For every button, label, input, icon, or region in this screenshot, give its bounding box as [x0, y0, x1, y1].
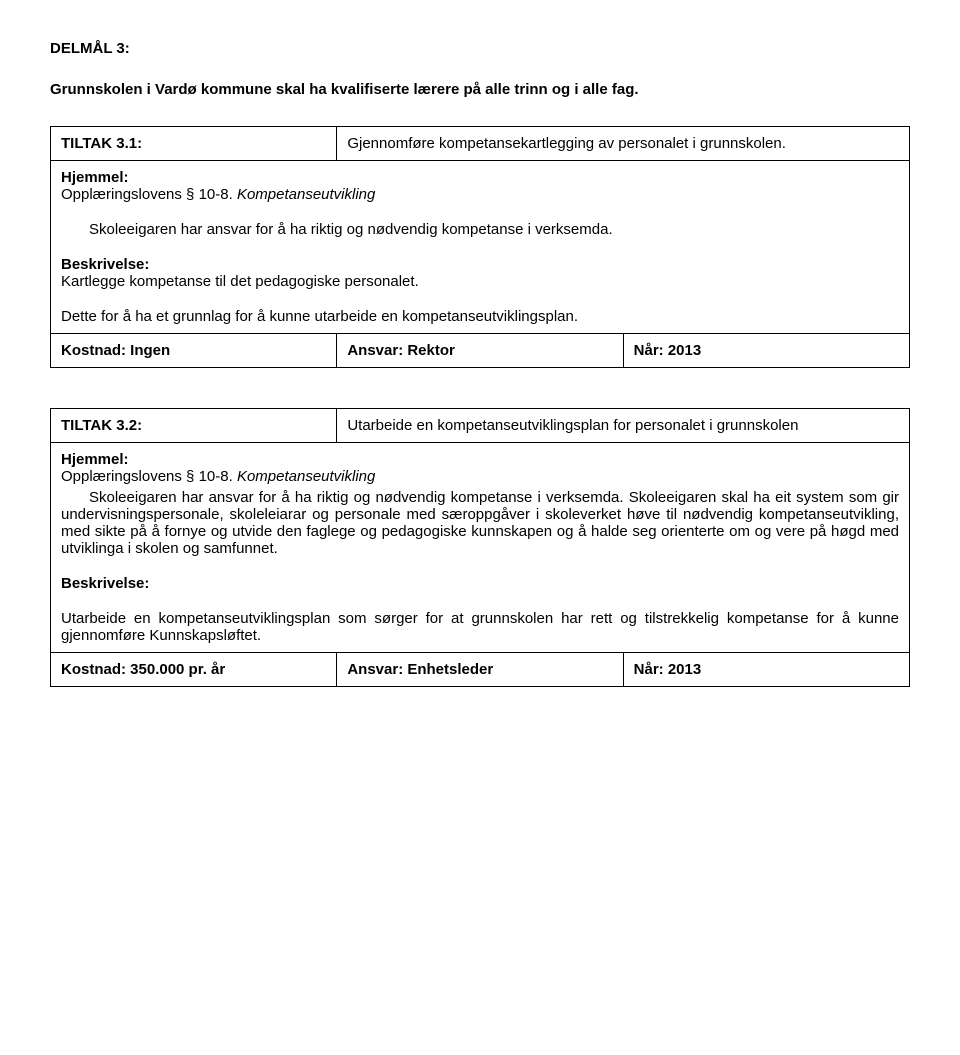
tiltak-label: TILTAK 3.1: [51, 127, 337, 161]
ansvar-cell: Ansvar: Enhetsleder [337, 653, 623, 687]
hjemmel-body: Skoleeigaren har ansvar for å ha riktig … [61, 489, 899, 557]
kostnad-cell: Kostnad: 350.000 pr. år [51, 653, 337, 687]
nar-cell: Når: 2013 [623, 653, 909, 687]
kostnad-cell: Kostnad: Ingen [51, 334, 337, 368]
hjemmel-label: Hjemmel: [61, 169, 129, 186]
subgoal-text: Grunnskolen i Vardø kommune skal ha kval… [50, 81, 910, 98]
nar-cell: Når: 2013 [623, 334, 909, 368]
hjemmel-label: Hjemmel: [61, 451, 129, 468]
hjemmel-cell: Hjemmel: Opplæringslovens § 10-8. Kompet… [51, 161, 910, 334]
hjemmel-ref-italic: Kompetanseutvikling [237, 468, 375, 485]
tiltak-text: Utarbeide en kompetanseutviklingsplan fo… [337, 409, 910, 443]
tiltak-block-1: TILTAK 3.1: Gjennomføre kompetansekartle… [50, 126, 910, 368]
tiltak-label: TILTAK 3.2: [51, 409, 337, 443]
beskrivelse-p1: Utarbeide en kompetanseutviklingsplan so… [61, 610, 899, 644]
hjemmel-ref-pre: Opplæringslovens § 10-8. [61, 468, 237, 485]
hjemmel-ref-italic: Kompetanseutvikling [237, 186, 375, 203]
section-title: DELMÅL 3: [50, 40, 910, 57]
beskrivelse-label: Beskrivelse: [61, 256, 149, 273]
beskrivelse-label: Beskrivelse: [61, 575, 149, 592]
tiltak-block-2: TILTAK 3.2: Utarbeide en kompetanseutvik… [50, 408, 910, 687]
hjemmel-ref-pre: Opplæringslovens § 10-8. [61, 186, 237, 203]
tiltak-text: Gjennomføre kompetansekartlegging av per… [337, 127, 910, 161]
hjemmel-body: Skoleeigaren har ansvar for å ha riktig … [61, 221, 899, 238]
beskrivelse-p1: Kartlegge kompetanse til det pedagogiske… [61, 273, 419, 290]
hjemmel-cell: Hjemmel: Opplæringslovens § 10-8. Kompet… [51, 443, 910, 653]
ansvar-cell: Ansvar: Rektor [337, 334, 623, 368]
beskrivelse-p2: Dette for å ha et grunnlag for å kunne u… [61, 308, 899, 325]
